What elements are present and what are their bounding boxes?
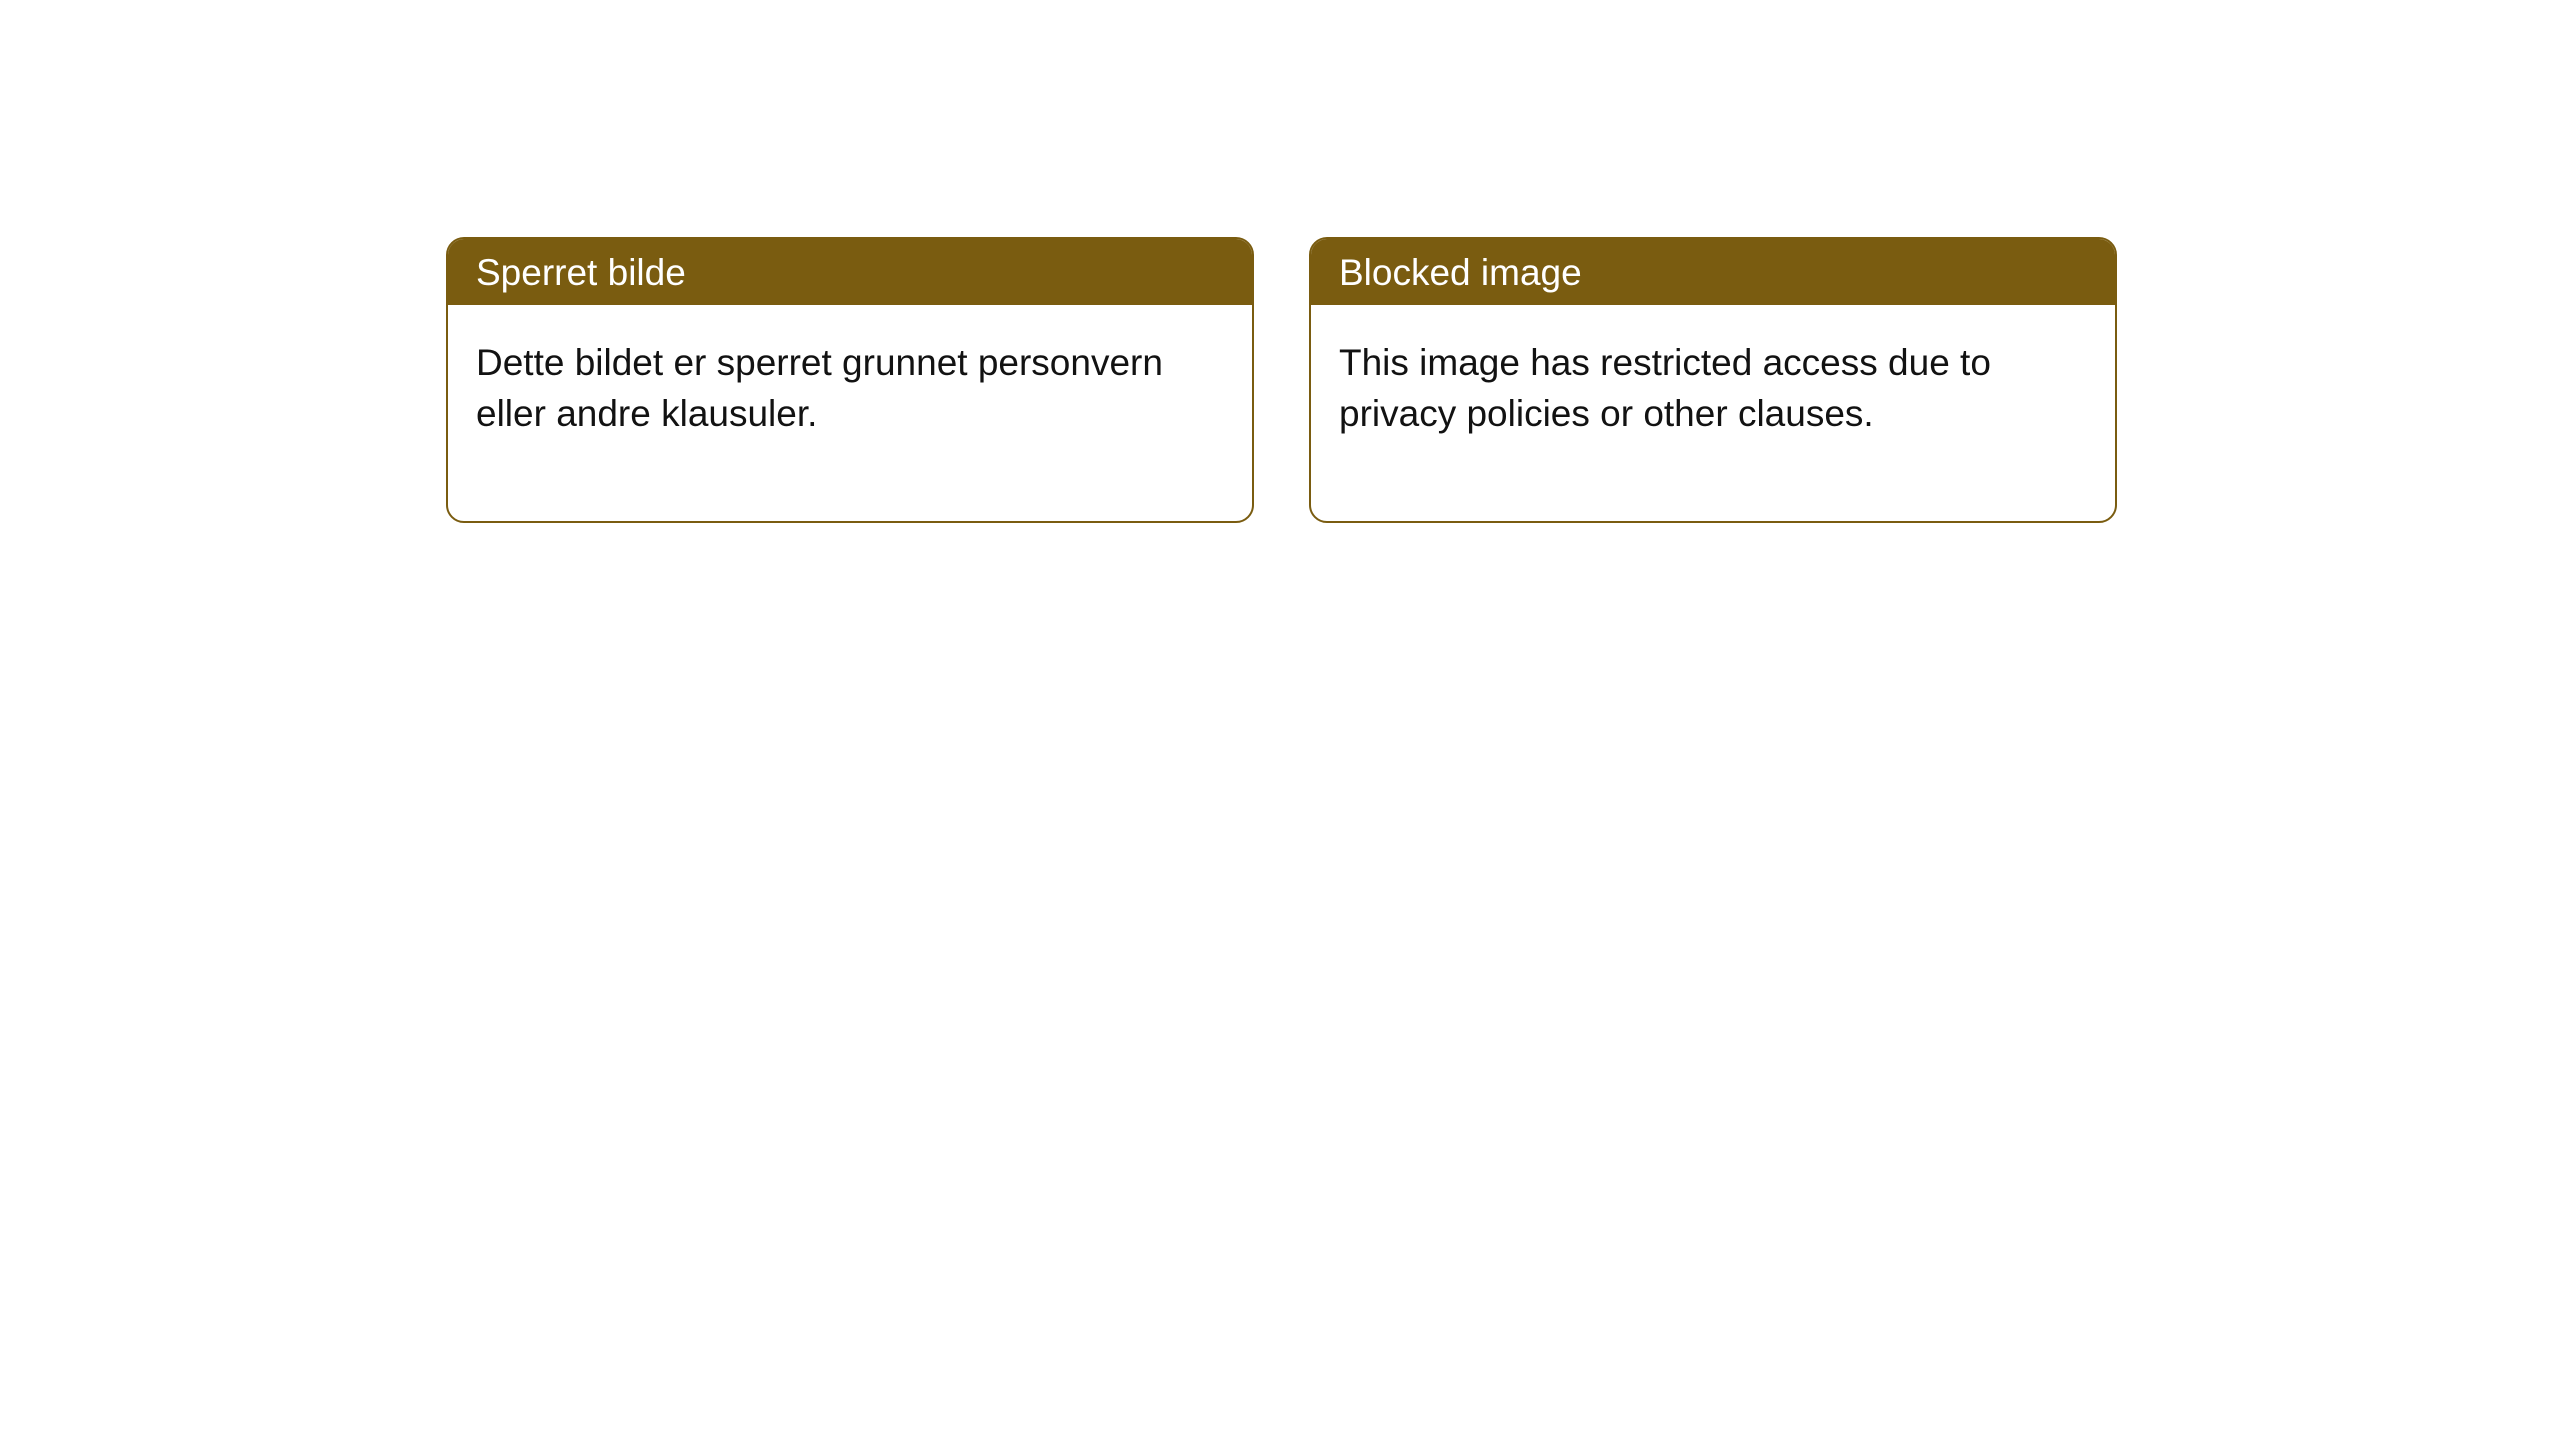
- notice-title-english: Blocked image: [1311, 239, 2115, 305]
- notice-card-norwegian: Sperret bilde Dette bildet er sperret gr…: [446, 237, 1254, 523]
- notice-card-english: Blocked image This image has restricted …: [1309, 237, 2117, 523]
- notice-body-norwegian: Dette bildet er sperret grunnet personve…: [448, 305, 1252, 521]
- notice-container: Sperret bilde Dette bildet er sperret gr…: [446, 237, 2117, 523]
- notice-title-norwegian: Sperret bilde: [448, 239, 1252, 305]
- notice-body-english: This image has restricted access due to …: [1311, 305, 2115, 521]
